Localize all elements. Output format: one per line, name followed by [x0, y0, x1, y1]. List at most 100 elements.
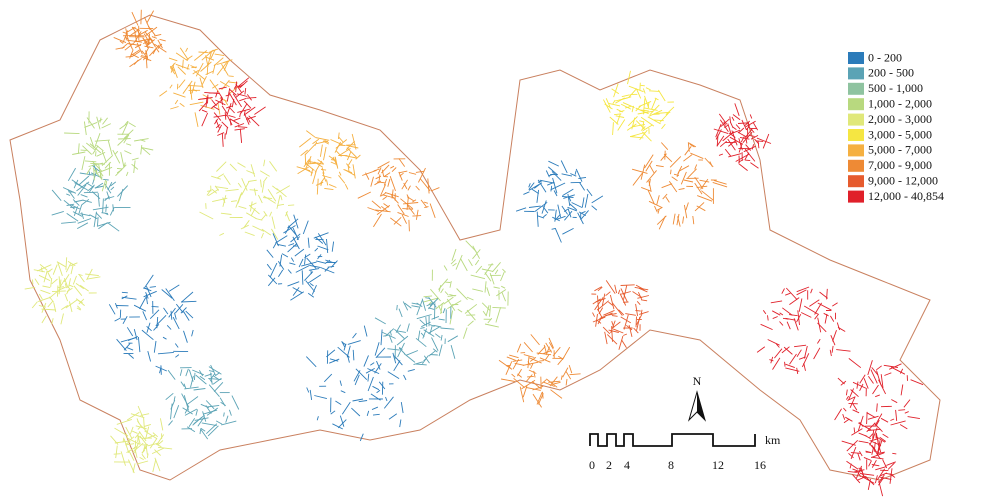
road	[251, 164, 255, 176]
road	[367, 411, 369, 416]
road	[444, 266, 447, 271]
road	[207, 405, 219, 407]
road	[159, 91, 167, 96]
road	[308, 238, 309, 248]
road	[731, 123, 734, 128]
road	[144, 291, 157, 297]
road	[904, 400, 910, 408]
road	[789, 298, 799, 305]
north-label: N	[693, 374, 702, 388]
road	[111, 187, 114, 190]
road	[424, 202, 428, 203]
road	[545, 355, 549, 361]
road	[317, 179, 318, 195]
road	[761, 324, 773, 329]
road	[679, 189, 685, 190]
road	[105, 181, 106, 189]
road	[403, 301, 408, 310]
road	[180, 369, 182, 376]
legend-swatch	[848, 129, 864, 141]
scale-label: 0	[589, 458, 595, 472]
road	[501, 379, 515, 382]
road	[804, 363, 806, 371]
road	[516, 208, 526, 211]
road	[802, 353, 808, 367]
road	[790, 354, 797, 364]
road	[908, 417, 920, 419]
road	[657, 207, 663, 210]
road	[485, 281, 486, 292]
road	[238, 78, 249, 87]
road	[249, 116, 260, 126]
road	[272, 217, 275, 229]
road	[67, 213, 78, 221]
road	[150, 438, 157, 448]
road	[399, 309, 402, 317]
road	[229, 410, 231, 416]
road	[773, 358, 780, 370]
road	[108, 141, 112, 155]
road	[451, 345, 455, 359]
scale-label: 4	[624, 458, 630, 472]
road	[551, 390, 563, 399]
road	[122, 292, 128, 293]
road	[239, 98, 246, 101]
legend-label: 5,000 - 7,000	[868, 143, 932, 157]
road	[224, 413, 225, 417]
road	[416, 364, 427, 365]
road	[209, 49, 218, 52]
road	[214, 115, 227, 117]
road	[182, 394, 189, 407]
road	[379, 382, 385, 389]
road	[44, 271, 47, 282]
road	[416, 210, 418, 220]
road	[124, 151, 131, 154]
road	[548, 161, 558, 166]
road	[111, 436, 119, 445]
road	[190, 102, 204, 105]
road	[837, 323, 839, 331]
road	[472, 289, 483, 292]
road	[196, 410, 198, 416]
road	[288, 282, 300, 286]
road	[548, 167, 557, 175]
road	[666, 107, 674, 115]
road	[210, 80, 219, 93]
road	[869, 461, 872, 467]
road	[622, 95, 630, 97]
road	[864, 457, 872, 460]
road	[901, 385, 903, 396]
road	[787, 322, 790, 330]
road	[439, 319, 445, 320]
road	[270, 212, 272, 217]
road	[857, 382, 858, 389]
road	[700, 180, 710, 182]
road	[103, 118, 108, 125]
road	[87, 168, 91, 175]
road	[683, 155, 692, 162]
road	[373, 414, 380, 415]
road	[860, 384, 863, 391]
road	[221, 421, 236, 425]
road	[728, 139, 736, 150]
road	[216, 421, 222, 424]
road	[785, 293, 790, 295]
road	[661, 154, 667, 161]
legend-swatch	[848, 98, 864, 110]
road	[368, 208, 379, 212]
road	[130, 427, 133, 435]
road	[288, 244, 294, 246]
road	[872, 460, 876, 467]
road	[100, 118, 101, 123]
legend-swatch	[848, 52, 864, 64]
road	[200, 212, 214, 219]
legend-swatch	[848, 83, 864, 95]
road	[143, 311, 147, 320]
scale-bar-line	[590, 434, 755, 446]
road	[468, 259, 472, 266]
road	[635, 310, 640, 311]
road	[140, 457, 144, 459]
road	[109, 304, 115, 314]
road	[226, 416, 228, 423]
road	[80, 285, 89, 291]
